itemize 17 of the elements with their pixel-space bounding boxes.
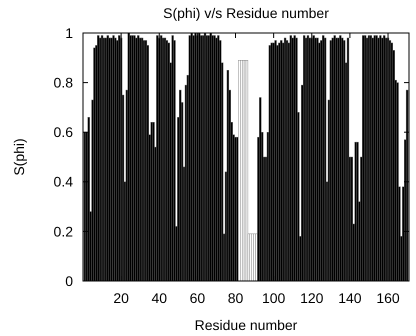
x-tick-label: 120 [300,290,324,306]
y-tick-label: 0.4 [54,174,74,190]
x-tick-label: 40 [151,290,168,306]
y-tick-label: 1 [65,24,74,41]
x-tick-label: 20 [113,290,130,306]
x-tick-label: 80 [228,290,244,306]
chart-title: S(phi) v/s Residue number [163,5,330,21]
y-tick-label: 0 [65,272,74,289]
x-axis-title: Residue number [194,317,298,333]
x-tick-label: 100 [262,290,286,306]
y-tick-label: 0.2 [54,223,74,240]
x-tick-label: 140 [338,290,362,306]
x-tick-label: 60 [190,290,206,306]
y-tick-label: 0.6 [54,124,74,140]
x-tick-label: 160 [376,290,400,306]
y-tick-label: 0.8 [54,74,74,90]
y-axis-title: S(phi) [11,138,27,176]
